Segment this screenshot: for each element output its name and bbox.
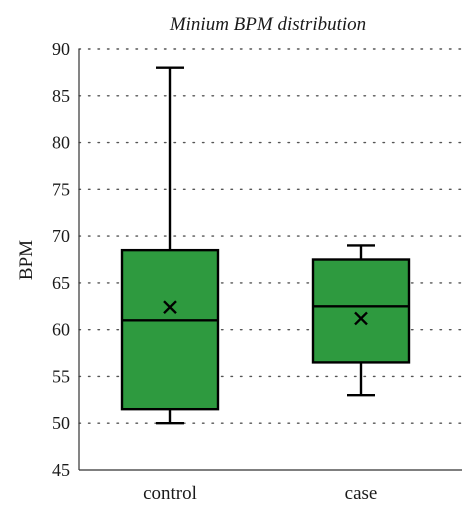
boxes bbox=[120, 66, 411, 425]
y-tick-label: 50 bbox=[52, 413, 70, 433]
y-tick-label: 60 bbox=[52, 320, 70, 340]
iqr-box bbox=[120, 248, 220, 411]
y-tick-label: 65 bbox=[52, 273, 70, 293]
y-tick-label: 55 bbox=[52, 366, 70, 386]
y-tick-label: 75 bbox=[52, 179, 70, 199]
x-category-label: case bbox=[345, 483, 378, 504]
axes bbox=[78, 49, 462, 471]
y-tick-label: 45 bbox=[52, 460, 70, 480]
y-tick-label: 70 bbox=[52, 226, 70, 246]
mean-marker-stroke bbox=[354, 311, 368, 326]
y-tick-labels: 45 50 55 60 65 70 75 80 85 90 bbox=[52, 39, 70, 480]
box-case bbox=[311, 244, 411, 397]
iqr-box bbox=[311, 258, 411, 364]
mean-marker-stroke bbox=[163, 300, 177, 315]
x-category-labels: control case bbox=[143, 483, 377, 504]
y-tick-label: 90 bbox=[52, 39, 70, 59]
y-tick-label: 85 bbox=[52, 86, 70, 106]
box-control bbox=[120, 66, 220, 425]
mean-marker bbox=[163, 300, 177, 315]
y-tick-label: 80 bbox=[52, 133, 70, 153]
mean-marker bbox=[354, 311, 368, 326]
grid-lines bbox=[78, 48, 463, 424]
x-category-label: control bbox=[143, 483, 197, 504]
chart-title: Minium BPM distribution bbox=[169, 14, 366, 35]
y-axis-title: BPM bbox=[16, 240, 37, 280]
